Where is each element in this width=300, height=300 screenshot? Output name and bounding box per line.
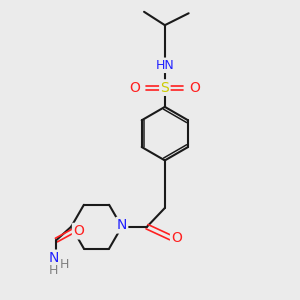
- Text: O: O: [130, 81, 141, 94]
- Text: O: O: [171, 231, 182, 245]
- Text: S: S: [160, 81, 169, 94]
- Text: O: O: [73, 224, 84, 238]
- Text: N: N: [48, 251, 59, 265]
- Text: H: H: [49, 264, 58, 277]
- Text: HN: HN: [155, 59, 174, 72]
- Text: O: O: [189, 81, 200, 94]
- Text: H: H: [60, 258, 69, 271]
- Text: N: N: [117, 218, 127, 232]
